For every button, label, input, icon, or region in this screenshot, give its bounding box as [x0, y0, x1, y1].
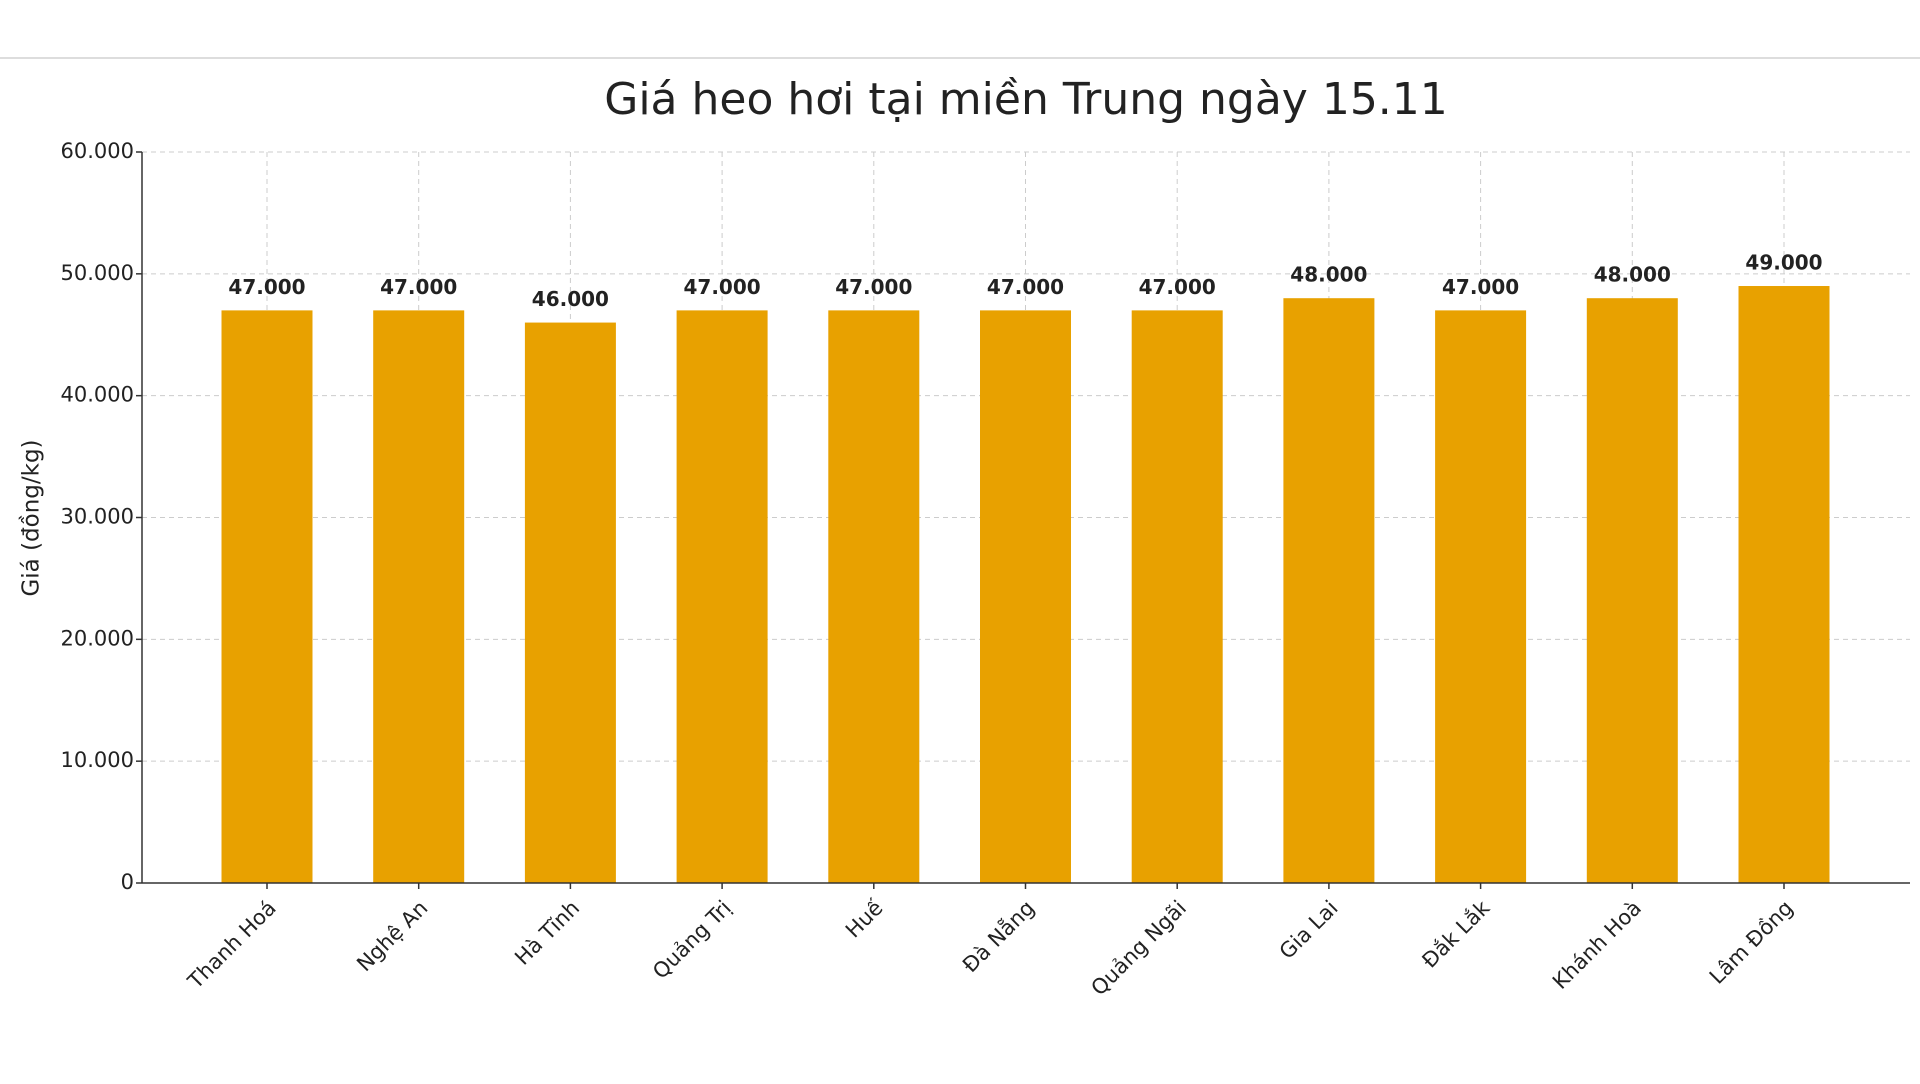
y-tick-label: 30.000 — [61, 505, 134, 529]
bar — [1435, 310, 1527, 884]
bar — [1586, 298, 1678, 883]
y-tick-label: 60.000 — [61, 139, 134, 163]
bar — [676, 310, 768, 884]
y-tick-label: 0 — [121, 870, 134, 894]
value-label: 47.000 — [684, 275, 761, 299]
bar — [524, 322, 616, 884]
value-label: 49.000 — [1745, 251, 1822, 275]
value-label: 48.000 — [1594, 263, 1671, 287]
value-label: 47.000 — [1139, 275, 1216, 299]
value-label: 47.000 — [228, 275, 305, 299]
value-label: 48.000 — [1290, 263, 1367, 287]
value-label: 47.000 — [1442, 275, 1519, 299]
value-label: 46.000 — [532, 287, 609, 311]
y-tick-label: 10.000 — [61, 748, 134, 772]
value-label: 47.000 — [380, 275, 457, 299]
y-tick-label: 40.000 — [61, 383, 134, 407]
bar — [1738, 286, 1830, 883]
y-tick-label: 20.000 — [61, 626, 134, 650]
bar — [980, 310, 1071, 884]
y-tick-label: 50.000 — [61, 261, 134, 285]
value-label: 47.000 — [835, 275, 912, 299]
bar — [1131, 310, 1223, 884]
bar — [1283, 298, 1375, 883]
chart-title: Giá heo hơi tại miền Trung ngày 15.11 — [604, 74, 1448, 125]
bar — [221, 310, 313, 884]
y-axis-label: Giá (đồng/kg) — [19, 439, 45, 596]
bar — [828, 310, 920, 884]
value-label: 47.000 — [987, 275, 1064, 299]
bar — [373, 310, 465, 884]
